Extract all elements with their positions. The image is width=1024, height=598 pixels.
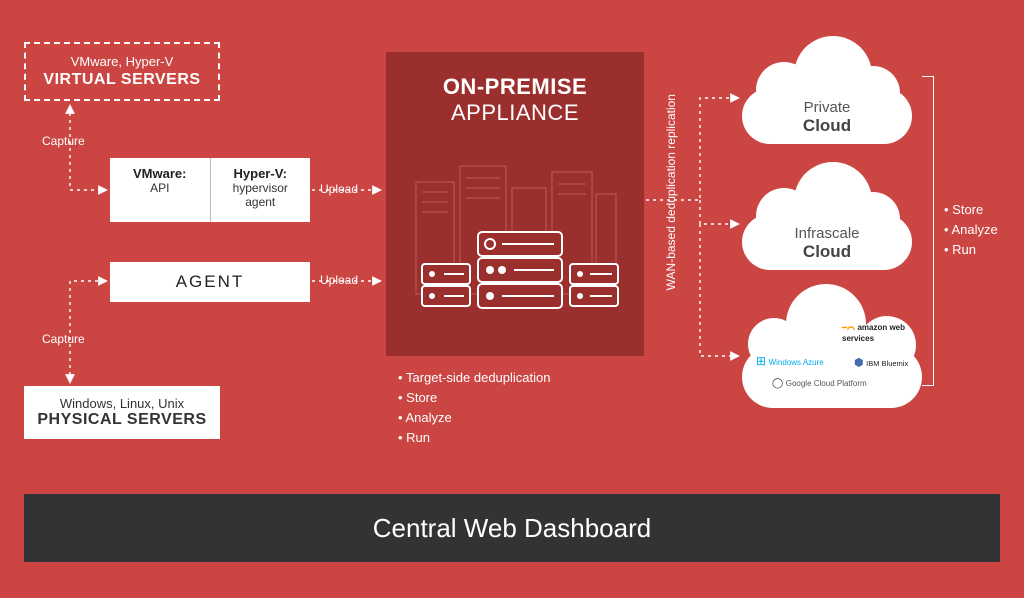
aws-logo-icon: ⎯⌒ amazon web services [842,322,922,343]
virtual-servers-subtitle: VMware, Hyper-V [32,54,212,69]
gcp-logo-icon: ◯ Google Cloud Platform [772,378,867,389]
cloud-infrascale: Infrascale Cloud [742,178,912,270]
agent-box: AGENT [110,262,310,302]
hypervisor-hyperv-cell: Hyper-V: hypervisor agent [211,158,311,222]
cloud-side-item: Store [944,200,998,220]
dashboard-label: Central Web Dashboard [373,513,651,544]
hypervisor-box: VMware: API Hyper-V: hypervisor agent [110,158,310,222]
bluemix-logo-icon: ⬢ IBM Bluemix [854,356,908,369]
physical-servers-box: Windows, Linux, Unix PHYSICAL SERVERS [24,386,220,439]
appliance-bullet: Run [398,428,550,448]
hyperv-sub2: agent [217,195,305,209]
agent-label: AGENT [176,272,245,291]
cloud-infrascale-t1: Infrascale [742,225,912,242]
vmware-sub: API [116,181,204,195]
azure-logo-icon: ⊞ Windows Azure [756,354,824,368]
dashboard-bar: Central Web Dashboard [24,494,1000,562]
cloud-bracket [922,76,934,386]
virtual-servers-title: VIRTUAL SERVERS [32,71,212,89]
upload-label-top: Upload [320,182,358,196]
cloud-private: Private Cloud [742,52,912,144]
appliance-title-1: ON-PREMISE [386,74,644,100]
cloud-public-multi: ⎯⌒ amazon web services ⊞ Windows Azure ⬢… [742,304,922,408]
upload-label-bottom: Upload [320,273,358,287]
cloud-private-t1: Private [742,99,912,116]
capture-label-top: Capture [42,134,85,148]
appliance-bullets: Target-side deduplication Store Analyze … [398,368,550,449]
appliance-panel: ON-PREMISE APPLIANCE [386,52,644,356]
hyperv-label: Hyper-V: [217,166,305,181]
physical-servers-subtitle: Windows, Linux, Unix [26,396,218,411]
cloud-infrascale-t2: Cloud [742,242,912,262]
cloud-side-item: Run [944,240,998,260]
appliance-title-2: APPLIANCE [386,100,644,126]
hyperv-sub1: hypervisor [217,181,305,195]
capture-label-bottom: Capture [42,332,85,346]
server-stack-icon [386,136,644,326]
vmware-label: VMware: [116,166,204,181]
hypervisor-vmware-cell: VMware: API [110,158,211,222]
appliance-bullet: Target-side deduplication [398,368,550,388]
cloud-private-t2: Cloud [742,116,912,136]
cloud-side-list: Store Analyze Run [944,200,998,260]
diagram-canvas: VMware, Hyper-V VIRTUAL SERVERS VMware: … [0,0,1024,598]
appliance-bullet: Analyze [398,408,550,428]
wan-label: WAN-based deduplication replication [664,94,678,290]
cloud-side-item: Analyze [944,220,998,240]
physical-servers-title: PHYSICAL SERVERS [26,411,218,429]
virtual-servers-box: VMware, Hyper-V VIRTUAL SERVERS [24,42,220,101]
appliance-bullet: Store [398,388,550,408]
